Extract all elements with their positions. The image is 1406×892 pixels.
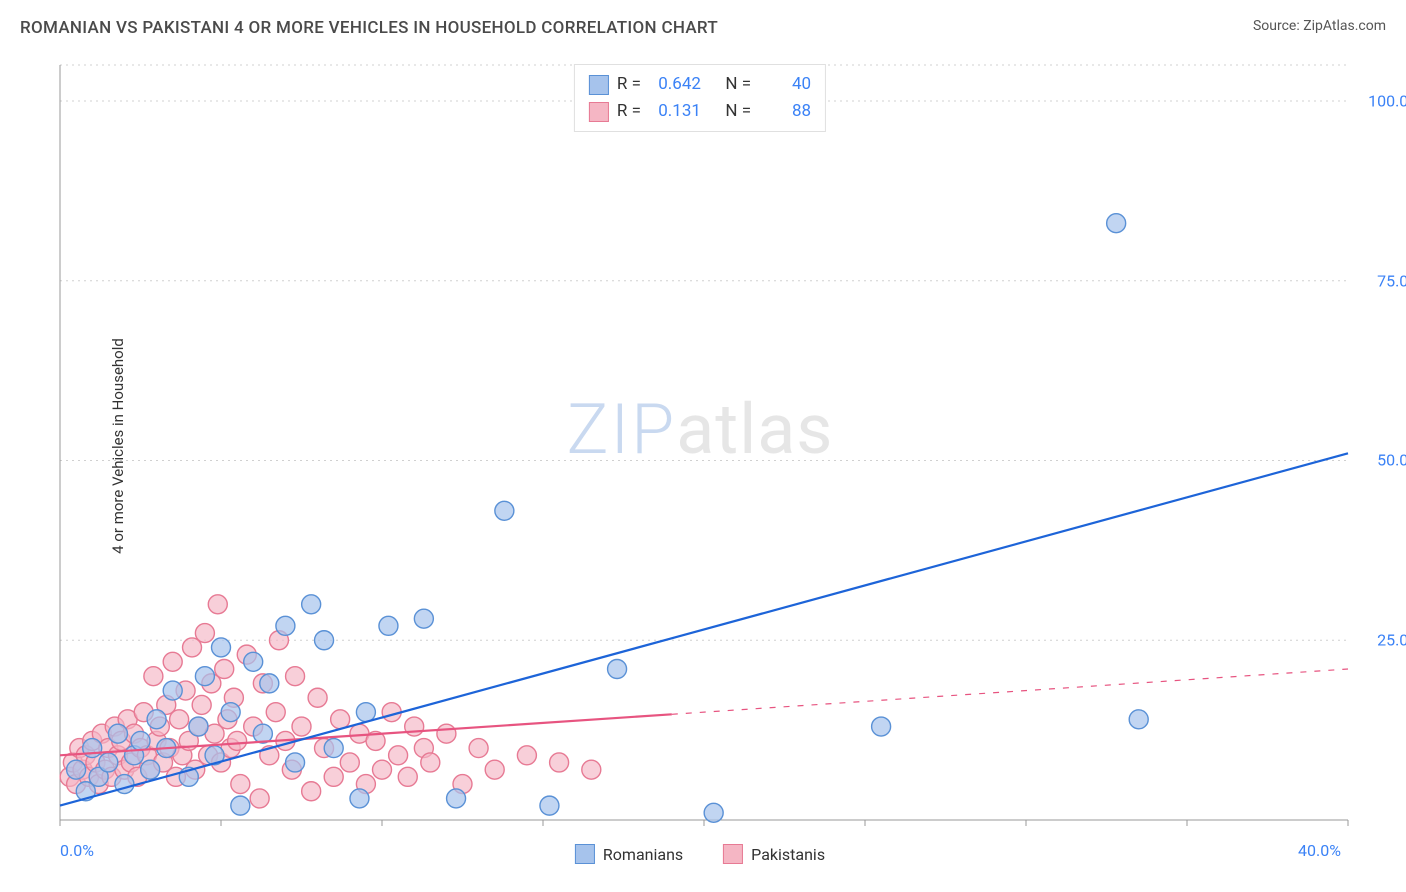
x-tick-label: 0.0% [60,841,94,860]
chart-container: ROMANIAN VS PAKISTANI 4 OR MORE VEHICLES… [0,0,1406,892]
legend-item-pakistanis: Pakistanis [723,844,825,864]
swatch-pakistanis [723,844,743,864]
legend-item-romanians: Romanians [575,844,683,864]
y-tick-label: 100.0% [1368,91,1406,110]
y-tick-label: 75.0% [1377,271,1406,290]
chart-title: ROMANIAN VS PAKISTANI 4 OR MORE VEHICLES… [20,18,718,38]
n-label: N = [725,98,751,125]
stats-row-pakistanis: R = 0.131 N = 88 [589,98,811,125]
y-tick-label: 50.0% [1377,451,1406,470]
r-value-romanians: 0.642 [649,71,701,98]
n-value-romanians: 40 [759,71,811,98]
bottom-legend: Romanians Pakistanis [575,844,825,864]
chart-area: ZIPatlas R = 0.642 N = 40 R = 0.131 N = … [50,60,1350,830]
n-label: N = [725,71,751,98]
header: ROMANIAN VS PAKISTANI 4 OR MORE VEHICLES… [20,18,1386,38]
swatch-romanians [575,844,595,864]
x-tick-label: 40.0% [1298,841,1341,860]
y-tick-label: 25.0% [1377,631,1406,650]
source-attribution: Source: ZipAtlas.com [1253,18,1386,34]
legend-label-pakistanis: Pakistanis [751,845,825,864]
r-label: R = [617,71,641,98]
stats-legend-box: R = 0.642 N = 40 R = 0.131 N = 88 [574,64,826,132]
n-value-pakistanis: 88 [759,98,811,125]
legend-label-romanians: Romanians [603,845,683,864]
r-label: R = [617,98,641,125]
swatch-romanians [589,75,609,95]
stats-row-romanians: R = 0.642 N = 40 [589,71,811,98]
scatter-plot-svg [50,60,1350,830]
r-value-pakistanis: 0.131 [649,98,701,125]
swatch-pakistanis [589,102,609,122]
